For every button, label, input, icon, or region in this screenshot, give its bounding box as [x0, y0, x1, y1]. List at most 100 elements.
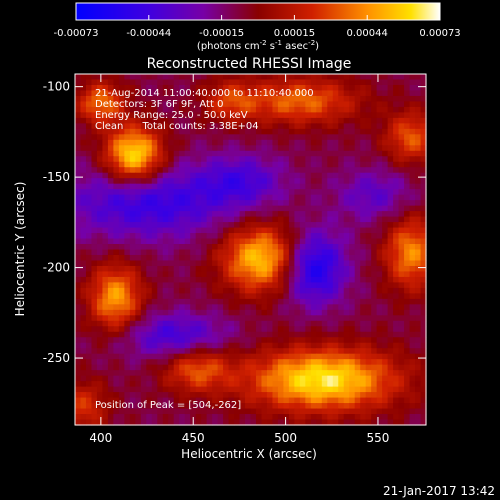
heatmap-cell [195, 326, 202, 333]
heatmap-cell [327, 106, 334, 113]
heatmap-cell [316, 397, 323, 404]
heatmap-cell [135, 200, 142, 207]
heatmap-cell [146, 112, 153, 119]
heatmap-cell [393, 265, 400, 273]
heatmap-cell [184, 375, 191, 382]
heatmap-cell [415, 112, 422, 119]
heatmap-cell [201, 134, 208, 141]
heatmap-cell [212, 112, 219, 119]
heatmap-cell [382, 161, 389, 168]
heatmap-cell [277, 211, 284, 218]
heatmap-cell [398, 392, 405, 399]
heatmap-cell [250, 101, 257, 108]
heatmap-cell [113, 123, 120, 130]
heatmap-cell [387, 414, 394, 421]
heatmap-cell [91, 112, 98, 119]
heatmap-cell [250, 194, 257, 201]
heatmap-cell [162, 408, 169, 415]
heatmap-cell [305, 112, 312, 119]
heatmap-cell [245, 79, 252, 86]
heatmap-cell [371, 375, 378, 382]
heatmap-cell [124, 117, 131, 124]
heatmap-cell [266, 178, 274, 185]
heatmap-cell [283, 392, 290, 399]
heatmap-cell [409, 79, 416, 86]
heatmap-cell [173, 79, 180, 86]
heatmap-cell [85, 342, 93, 349]
heatmap-cell [223, 227, 230, 234]
heatmap-cell [294, 353, 301, 360]
heatmap-cell [387, 403, 394, 410]
heatmap-cell [382, 403, 389, 410]
heatmap-cell [299, 238, 306, 245]
heatmap-cell [360, 359, 367, 366]
heatmap-cell [277, 359, 284, 366]
heatmap-cell [151, 205, 158, 212]
heatmap-cell [310, 172, 317, 179]
heatmap-cell [146, 364, 153, 371]
heatmap-cell [212, 287, 219, 294]
heatmap-cell [420, 167, 427, 174]
heatmap-cell [343, 315, 350, 322]
heatmap-cell [113, 298, 120, 305]
heatmap-cell [217, 172, 224, 179]
heatmap-cell [212, 326, 219, 333]
heatmap-cell [239, 134, 246, 141]
heatmap-cell [162, 359, 169, 366]
heatmap-cell [168, 348, 175, 355]
heatmap-cell [184, 282, 191, 289]
heatmap-cell [190, 205, 197, 212]
heatmap-cell [305, 194, 312, 201]
heatmap-cell [113, 112, 120, 119]
heatmap-cell [96, 386, 104, 393]
heatmap-cell [338, 309, 345, 316]
heatmap-cell [255, 74, 263, 81]
heatmap-cell [206, 84, 213, 92]
heatmap-cell [129, 315, 136, 322]
heatmap-cell [80, 101, 87, 108]
heatmap-cell [102, 392, 109, 399]
heatmap-cell [201, 276, 208, 283]
heatmap-cell [250, 128, 257, 135]
heatmap-cell [135, 320, 142, 327]
heatmap-cell [173, 271, 180, 278]
heatmap-cell [75, 403, 82, 410]
heatmap-cell [283, 408, 290, 415]
heatmap-cell [261, 211, 268, 218]
heatmap-cell [129, 282, 136, 289]
heatmap-cell [146, 172, 153, 179]
heatmap-cell [398, 205, 405, 212]
heatmap-cell [354, 112, 361, 119]
heatmap-cell [146, 419, 153, 426]
heatmap-cell [415, 183, 422, 190]
heatmap-cell [85, 139, 93, 146]
heatmap-cell [360, 156, 367, 163]
heatmap-cell [239, 298, 246, 305]
heatmap-cell [168, 244, 175, 251]
heatmap-cell [140, 216, 147, 223]
heatmap-cell [376, 222, 383, 229]
heatmap-cell [96, 348, 104, 355]
heatmap-cell [245, 353, 252, 360]
heatmap-cell [305, 298, 312, 305]
heatmap-cell [343, 408, 350, 415]
heatmap-cell [283, 211, 290, 218]
heatmap-cell [327, 84, 334, 92]
heatmap-cell [162, 90, 169, 97]
heatmap-cell [327, 101, 334, 108]
heatmap-cell [288, 364, 295, 371]
heatmap-cell [179, 353, 186, 360]
heatmap-cell [343, 287, 350, 294]
heatmap-cell [338, 353, 345, 360]
heatmap-cell [140, 331, 147, 338]
heatmap-cell [310, 128, 317, 135]
heatmap-cell [420, 156, 427, 163]
heatmap-cell [75, 260, 82, 267]
heatmap-cell [162, 381, 169, 388]
heatmap-cell [80, 117, 87, 124]
heatmap-cell [239, 408, 246, 415]
heatmap-cell [146, 211, 153, 218]
heatmap-cell [360, 282, 367, 289]
heatmap-cell [343, 95, 350, 103]
heatmap-cell [173, 304, 180, 311]
